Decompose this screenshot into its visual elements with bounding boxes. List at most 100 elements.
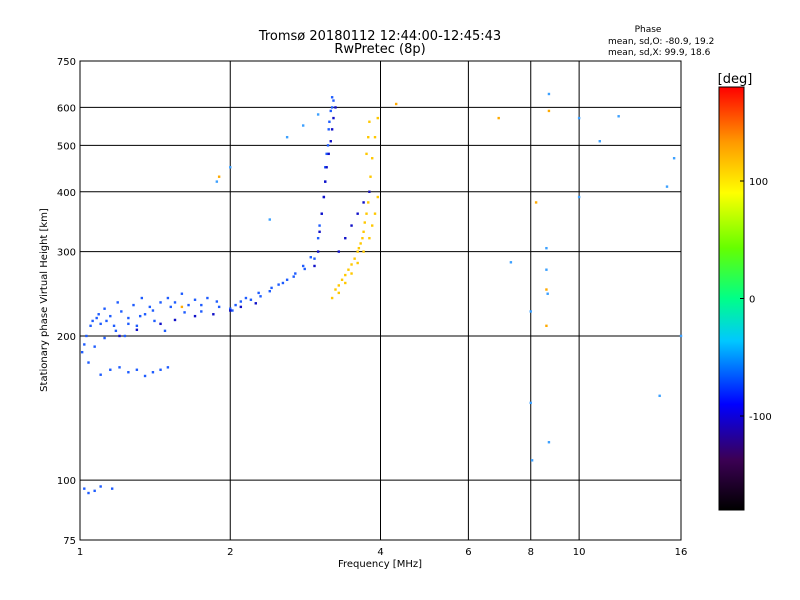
data-point bbox=[318, 224, 321, 227]
data-point bbox=[140, 296, 144, 300]
data-point bbox=[330, 106, 334, 109]
data-point bbox=[545, 268, 548, 271]
data-point bbox=[229, 309, 232, 312]
data-point bbox=[334, 106, 337, 109]
data-point bbox=[239, 300, 243, 303]
phase-stats-o: mean, sd,O: -80.9, 19.2 bbox=[608, 37, 714, 47]
data-point bbox=[365, 152, 368, 156]
data-point bbox=[546, 292, 549, 295]
colorbar-tick-label: 0 bbox=[749, 295, 755, 306]
data-point bbox=[127, 316, 130, 320]
data-point bbox=[83, 343, 86, 346]
data-point bbox=[368, 120, 371, 123]
data-point bbox=[353, 257, 356, 260]
data-point bbox=[173, 318, 177, 322]
data-point bbox=[93, 489, 96, 493]
data-point bbox=[270, 286, 273, 290]
data-point bbox=[369, 175, 372, 178]
data-point bbox=[368, 190, 371, 193]
data-point bbox=[118, 334, 121, 338]
y-tick-label: 300 bbox=[57, 248, 76, 259]
data-point bbox=[547, 109, 551, 113]
y-tick-label: 100 bbox=[57, 476, 76, 487]
data-point bbox=[327, 152, 330, 156]
x-tick-label: 16 bbox=[675, 547, 688, 558]
data-point bbox=[598, 140, 601, 143]
data-point bbox=[330, 296, 334, 300]
x-axis-label: Frequency [MHz] bbox=[338, 559, 422, 570]
y-tick-label: 500 bbox=[57, 141, 76, 152]
data-point bbox=[329, 140, 332, 143]
data-point bbox=[239, 305, 243, 309]
data-point bbox=[159, 301, 162, 304]
data-point bbox=[159, 368, 162, 371]
data-point bbox=[356, 261, 359, 265]
data-point bbox=[127, 322, 130, 326]
chart-title: Tromsø 20180112 12:44:00-12:45:43 bbox=[258, 29, 501, 44]
data-point bbox=[87, 491, 90, 495]
data-point bbox=[577, 195, 581, 199]
data-point bbox=[350, 224, 353, 227]
data-point bbox=[344, 281, 347, 285]
data-point bbox=[318, 230, 321, 233]
data-point bbox=[328, 120, 331, 123]
data-point bbox=[217, 305, 221, 309]
data-point bbox=[337, 250, 341, 253]
x-tick-label: 6 bbox=[465, 547, 471, 558]
data-point bbox=[95, 316, 98, 320]
data-point bbox=[326, 144, 330, 147]
y-axis-label: Stationary phase Virtual Height [km] bbox=[39, 208, 50, 392]
data-point bbox=[679, 334, 683, 338]
data-point bbox=[97, 313, 100, 316]
data-point bbox=[361, 236, 364, 240]
data-point bbox=[545, 288, 548, 291]
data-point bbox=[303, 267, 306, 271]
data-point bbox=[173, 301, 177, 304]
data-point bbox=[229, 166, 232, 169]
chart-subtitle: RwPretec (8p) bbox=[334, 42, 425, 57]
data-point bbox=[376, 116, 379, 120]
x-tick-label: 8 bbox=[528, 547, 534, 558]
data-point bbox=[325, 166, 328, 169]
data-point bbox=[87, 361, 90, 364]
y-tick-label: 400 bbox=[57, 188, 76, 199]
data-point bbox=[325, 152, 328, 156]
data-point bbox=[123, 334, 127, 338]
data-point bbox=[332, 99, 335, 102]
x-tick-label: 1 bbox=[77, 547, 83, 558]
data-point bbox=[356, 212, 359, 215]
data-point bbox=[340, 278, 344, 281]
data-point bbox=[110, 487, 114, 490]
data-point bbox=[151, 371, 155, 374]
data-point bbox=[350, 272, 353, 275]
data-point bbox=[529, 401, 532, 405]
data-point bbox=[180, 292, 184, 295]
data-point bbox=[193, 298, 197, 301]
data-point bbox=[309, 256, 312, 259]
data-point bbox=[103, 307, 106, 310]
data-point bbox=[497, 116, 500, 120]
data-point bbox=[362, 250, 365, 253]
data-point bbox=[330, 128, 334, 131]
data-point bbox=[368, 236, 371, 240]
data-point bbox=[215, 300, 219, 303]
data-point bbox=[665, 185, 669, 188]
data-point bbox=[330, 96, 334, 99]
data-point bbox=[85, 334, 88, 338]
data-point bbox=[244, 296, 248, 300]
data-point bbox=[132, 303, 135, 307]
colorbar-tick-label: -100 bbox=[749, 412, 772, 423]
data-point bbox=[347, 268, 350, 271]
data-point bbox=[151, 309, 155, 312]
data-point bbox=[357, 246, 361, 250]
data-point bbox=[373, 212, 377, 215]
colorbar-tick-label: 100 bbox=[749, 177, 768, 188]
data-point bbox=[334, 288, 337, 291]
data-point bbox=[313, 264, 316, 268]
data-point bbox=[99, 373, 102, 376]
data-point bbox=[356, 250, 359, 253]
data-point bbox=[143, 374, 147, 378]
data-point bbox=[234, 303, 237, 307]
data-point bbox=[371, 224, 374, 227]
data-point bbox=[534, 201, 538, 204]
